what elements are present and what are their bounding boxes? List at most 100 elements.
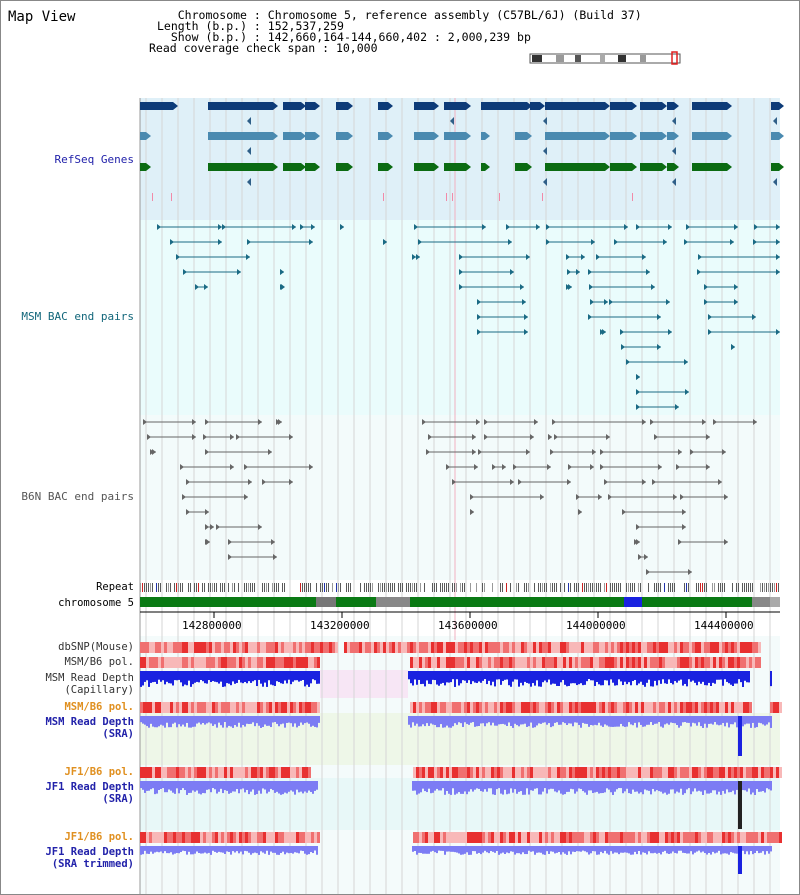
depth-bar: [640, 846, 642, 855]
track-label-dbsnp[interactable]: dbSNP(Mouse): [58, 641, 134, 653]
depth-bar: [544, 671, 546, 681]
heat-cell: [563, 832, 566, 843]
msm-bac-pair-end: [482, 224, 486, 230]
heat-cell: [422, 702, 425, 713]
heat-cell: [734, 832, 737, 843]
depth-bar: [266, 781, 268, 794]
depth-bar: [556, 781, 558, 793]
depth-bar: [414, 846, 416, 851]
depth-bar: [612, 781, 614, 795]
depth-bar: [264, 846, 266, 854]
heat-cell: [641, 642, 644, 653]
heat-cell: [470, 767, 473, 778]
track-label-chromosome[interactable]: chromosome 5: [58, 597, 134, 609]
gene-block: [208, 132, 273, 140]
track-label-b6n-bac[interactable]: B6N BAC end pairs: [21, 490, 134, 503]
gene-block: [378, 163, 388, 171]
depth-bar: [684, 846, 686, 854]
heat-cell: [203, 832, 206, 843]
track-label-jf1-depth-sra[interactable]: JF1 Read Depth (SRA): [6, 781, 134, 805]
repeat-mark: [142, 583, 143, 592]
repeat-mark: [550, 583, 551, 592]
heat-cell: [173, 832, 176, 843]
repeat-mark: [560, 583, 561, 592]
heat-cell: [602, 832, 605, 843]
depth-bar: [706, 716, 708, 728]
depth-bar: [564, 671, 566, 685]
heat-cell: [677, 767, 680, 778]
track-label-jf1-b6-pol-2[interactable]: JF1/B6 pol.: [64, 831, 134, 843]
heat-cell: [449, 702, 452, 713]
track-label-msm-b6-pol[interactable]: MSM/B6 pol.: [64, 656, 134, 668]
heat-cell: [176, 642, 179, 653]
depth-bar: [528, 671, 530, 684]
depth-bar: [306, 716, 308, 723]
depth-bar: [460, 716, 462, 724]
track-label-refseq[interactable]: RefSeq Genes: [54, 153, 134, 166]
depth-bar: [612, 671, 614, 683]
depth-bar: [724, 671, 726, 680]
heat-cell: [230, 832, 233, 843]
heat-cell: [635, 642, 638, 653]
track-label-jf1-depth-trim[interactable]: JF1 Read Depth (SRA trimmed): [6, 846, 134, 870]
heat-cell: [176, 702, 179, 713]
heat-cell: [755, 657, 758, 668]
depth-bar: [250, 781, 252, 792]
depth-bar: [590, 716, 592, 725]
heat-cell: [581, 832, 584, 843]
repeat-mark: [634, 583, 635, 592]
heat-cell: [581, 642, 584, 653]
depth-bar: [468, 671, 470, 681]
track-label-repeat[interactable]: Repeat: [96, 581, 134, 593]
heat-cell: [143, 767, 146, 778]
heat-cell: [779, 832, 782, 843]
heat-cell: [155, 702, 158, 713]
depth-bar: [714, 716, 716, 723]
depth-bar: [458, 716, 460, 723]
heat-cell: [662, 767, 665, 778]
depth-bar: [680, 781, 682, 789]
repeat-mark: [628, 583, 629, 592]
gene-arrow: [301, 102, 306, 110]
depth-bar: [254, 781, 256, 795]
depth-bar: [280, 846, 282, 854]
heat-cell: [650, 642, 653, 653]
heat-cell: [692, 832, 695, 843]
depth-bar: [160, 781, 162, 790]
depth-bar: [750, 781, 752, 795]
heat-cell: [719, 657, 722, 668]
repeat-mark: [304, 583, 305, 592]
msm-depth-cap-line2: (Capillary): [64, 684, 134, 696]
depth-bar: [204, 781, 206, 794]
msm-bac-pair-end: [280, 269, 284, 275]
depth-bar: [616, 781, 618, 790]
track-label-msm-b6-pol-2[interactable]: MSM/B6 pol.: [64, 701, 134, 713]
depth-bar: [624, 781, 626, 792]
heat-cell: [212, 657, 215, 668]
heat-cell: [593, 767, 596, 778]
b6n-bac-pair-end: [518, 479, 522, 485]
depth-bar: [506, 716, 508, 727]
depth-bar: [200, 671, 202, 680]
depth-bar: [194, 716, 196, 727]
track-label-jf1-b6-pol[interactable]: JF1/B6 pol.: [64, 766, 134, 778]
track-label-msm-bac[interactable]: MSM BAC end pairs: [21, 310, 134, 323]
depth-bar: [676, 846, 678, 854]
heat-cell: [443, 657, 446, 668]
depth-bar: [316, 716, 318, 728]
heat-cell: [527, 642, 530, 653]
depth-bar: [720, 846, 722, 855]
heat-cell: [689, 702, 692, 713]
heat-cell: [191, 767, 194, 778]
heat-cell: [698, 832, 701, 843]
depth-bar: [226, 671, 228, 684]
track-label-msm-depth-sra[interactable]: MSM Read Depth (SRA): [6, 716, 134, 740]
track-label-msm-depth-cap[interactable]: MSM Read Depth (Capillary): [6, 672, 134, 696]
b6n-bac-pair-end: [472, 434, 476, 440]
heat-cell: [281, 767, 284, 778]
b6n-bac-pair-end: [289, 479, 293, 485]
heat-cell: [200, 832, 203, 843]
depth-bar: [730, 781, 732, 793]
heat-cell: [605, 702, 608, 713]
